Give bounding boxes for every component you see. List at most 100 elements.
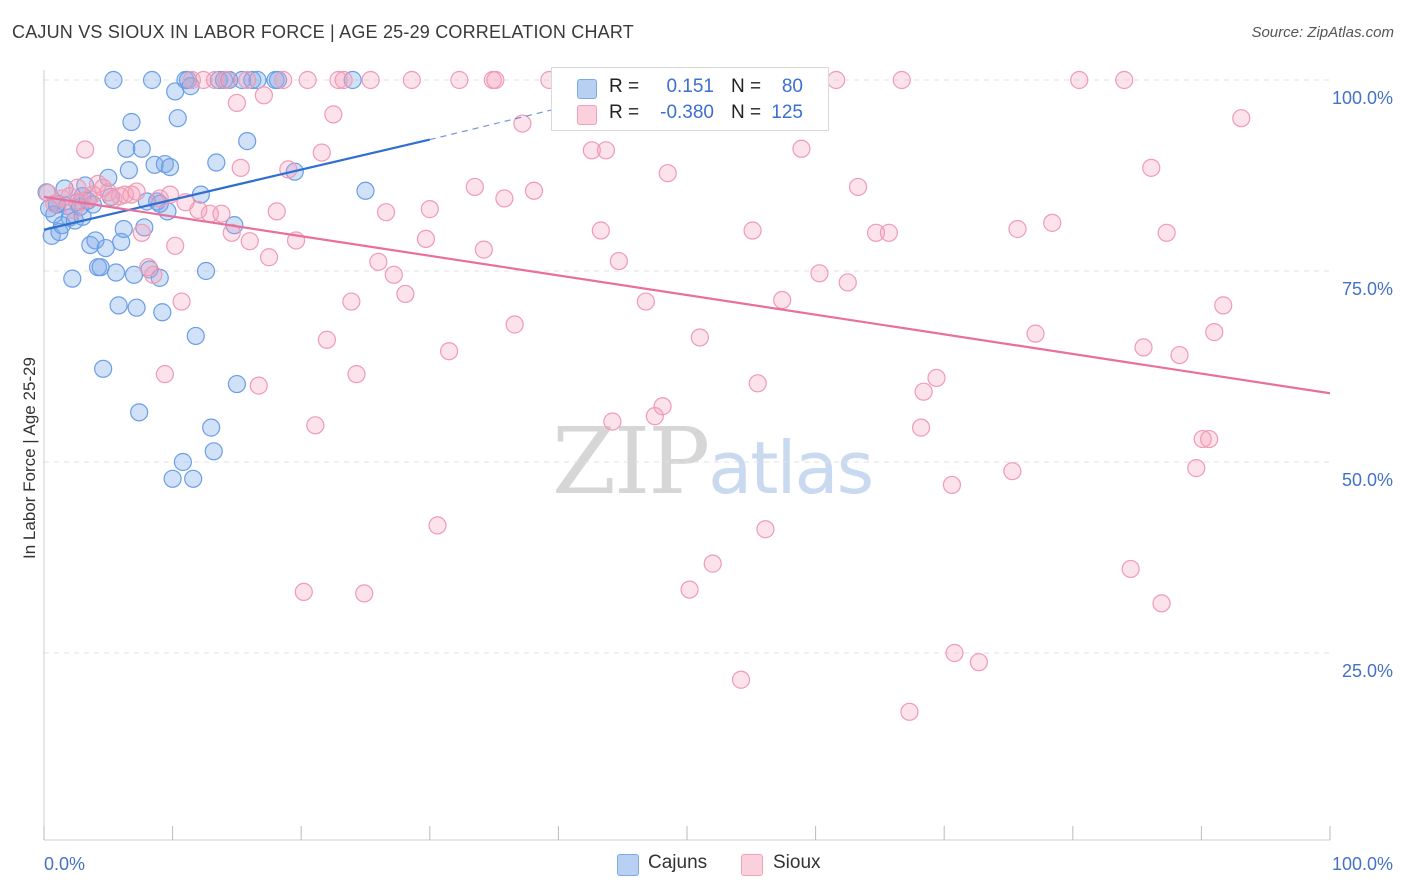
- point-cajuns: [119, 161, 138, 180]
- point-sioux: [969, 653, 989, 672]
- point-sioux: [690, 328, 709, 347]
- point-cajuns: [160, 157, 180, 177]
- point-sioux: [911, 418, 931, 437]
- y-tick-label: 50.0%: [1342, 470, 1393, 490]
- y-tick-label: 25.0%: [1342, 661, 1393, 681]
- point-cajuns: [184, 469, 203, 488]
- legend-n-label: N =: [731, 102, 762, 123]
- series-legend-label-sioux: Sioux: [773, 852, 821, 873]
- point-sioux: [267, 202, 286, 221]
- point-sioux: [306, 416, 325, 435]
- point-cajuns: [153, 303, 172, 322]
- point-sioux: [1232, 109, 1251, 128]
- point-cajuns: [94, 359, 113, 378]
- series-legend: Cajuns Sioux: [0, 852, 1406, 878]
- point-cajuns: [117, 139, 136, 158]
- point-sioux: [361, 70, 380, 90]
- point-sioux: [756, 520, 775, 539]
- point-sioux: [1134, 338, 1153, 357]
- point-sioux: [653, 397, 672, 416]
- trendline-cajuns: [43, 138, 431, 231]
- point-sioux: [1157, 223, 1176, 242]
- point-sioux: [1115, 70, 1134, 90]
- x-tick-label: 100.0%: [1332, 854, 1393, 874]
- y-tick-label: 100.0%: [1332, 88, 1393, 108]
- point-cajuns: [104, 70, 123, 90]
- point-sioux: [945, 643, 964, 663]
- point-sioux: [810, 264, 829, 283]
- point-sioux: [486, 70, 505, 90]
- point-sioux: [731, 670, 751, 689]
- point-sioux: [312, 143, 331, 162]
- point-sioux: [83, 185, 102, 204]
- point-sioux: [1170, 345, 1189, 365]
- point-cajuns: [173, 452, 192, 472]
- point-sioux: [254, 86, 274, 105]
- point-cajuns: [122, 112, 141, 132]
- point-sioux: [827, 70, 846, 90]
- point-sioux: [773, 290, 792, 310]
- legend-n-value: 125: [771, 102, 803, 123]
- legend-row-sioux: R = -0.380 N = 125: [552, 102, 828, 128]
- point-sioux: [900, 702, 919, 721]
- point-cajuns: [99, 168, 118, 187]
- point-sioux: [212, 204, 231, 223]
- point-sioux: [792, 139, 811, 158]
- point-sioux: [122, 185, 141, 204]
- point-sioux: [274, 70, 293, 90]
- watermark-atlas: atlas: [708, 426, 874, 510]
- point-cajuns: [204, 442, 223, 461]
- point-cajuns: [106, 263, 126, 282]
- point-cajuns: [127, 298, 146, 317]
- point-cajuns: [130, 403, 149, 422]
- series-legend-swatch-sioux: [741, 854, 763, 876]
- point-cajuns: [142, 70, 162, 90]
- point-cajuns: [227, 374, 246, 394]
- point-cajuns: [202, 418, 221, 437]
- point-sioux: [249, 376, 268, 395]
- point-cajuns: [168, 109, 187, 128]
- legend-n-label: N =: [731, 76, 762, 97]
- point-sioux: [132, 223, 151, 242]
- legend-swatch-cajuns: [577, 79, 597, 99]
- point-sioux: [636, 292, 655, 311]
- point-sioux: [166, 236, 185, 255]
- point-sioux: [342, 292, 361, 311]
- point-sioux: [1200, 429, 1219, 449]
- point-sioux: [324, 105, 343, 124]
- point-sioux: [1193, 429, 1212, 449]
- point-sioux: [1003, 462, 1022, 481]
- point-sioux: [298, 70, 317, 90]
- y-tick-label: 75.0%: [1342, 279, 1393, 299]
- point-cajuns: [268, 70, 288, 90]
- point-cajuns: [155, 154, 174, 174]
- point-sioux: [376, 203, 396, 222]
- point-cajuns: [91, 258, 110, 277]
- point-cajuns: [238, 132, 257, 151]
- point-sioux: [848, 177, 868, 197]
- point-sioux: [76, 140, 95, 159]
- trendline-sioux: [43, 195, 1331, 395]
- point-sioux: [1205, 323, 1224, 342]
- point-sioux: [1187, 459, 1206, 478]
- point-cajuns: [209, 70, 228, 90]
- point-sioux: [420, 200, 439, 219]
- point-sioux: [609, 251, 628, 271]
- point-sioux: [1070, 70, 1089, 90]
- point-sioux: [222, 223, 241, 242]
- point-cajuns: [145, 155, 164, 174]
- point-sioux: [866, 223, 886, 242]
- point-sioux: [505, 315, 524, 334]
- point-sioux: [227, 93, 246, 113]
- point-cajuns: [248, 70, 267, 90]
- point-cajuns: [132, 139, 151, 158]
- point-sioux: [703, 554, 722, 573]
- source-credit: Source: ZipAtlas.com: [1251, 24, 1394, 41]
- point-sioux: [1142, 158, 1161, 177]
- point-sioux: [189, 200, 208, 219]
- point-sioux: [317, 330, 337, 349]
- point-sioux: [838, 273, 857, 292]
- point-sioux: [1214, 296, 1233, 315]
- point-sioux: [144, 265, 163, 284]
